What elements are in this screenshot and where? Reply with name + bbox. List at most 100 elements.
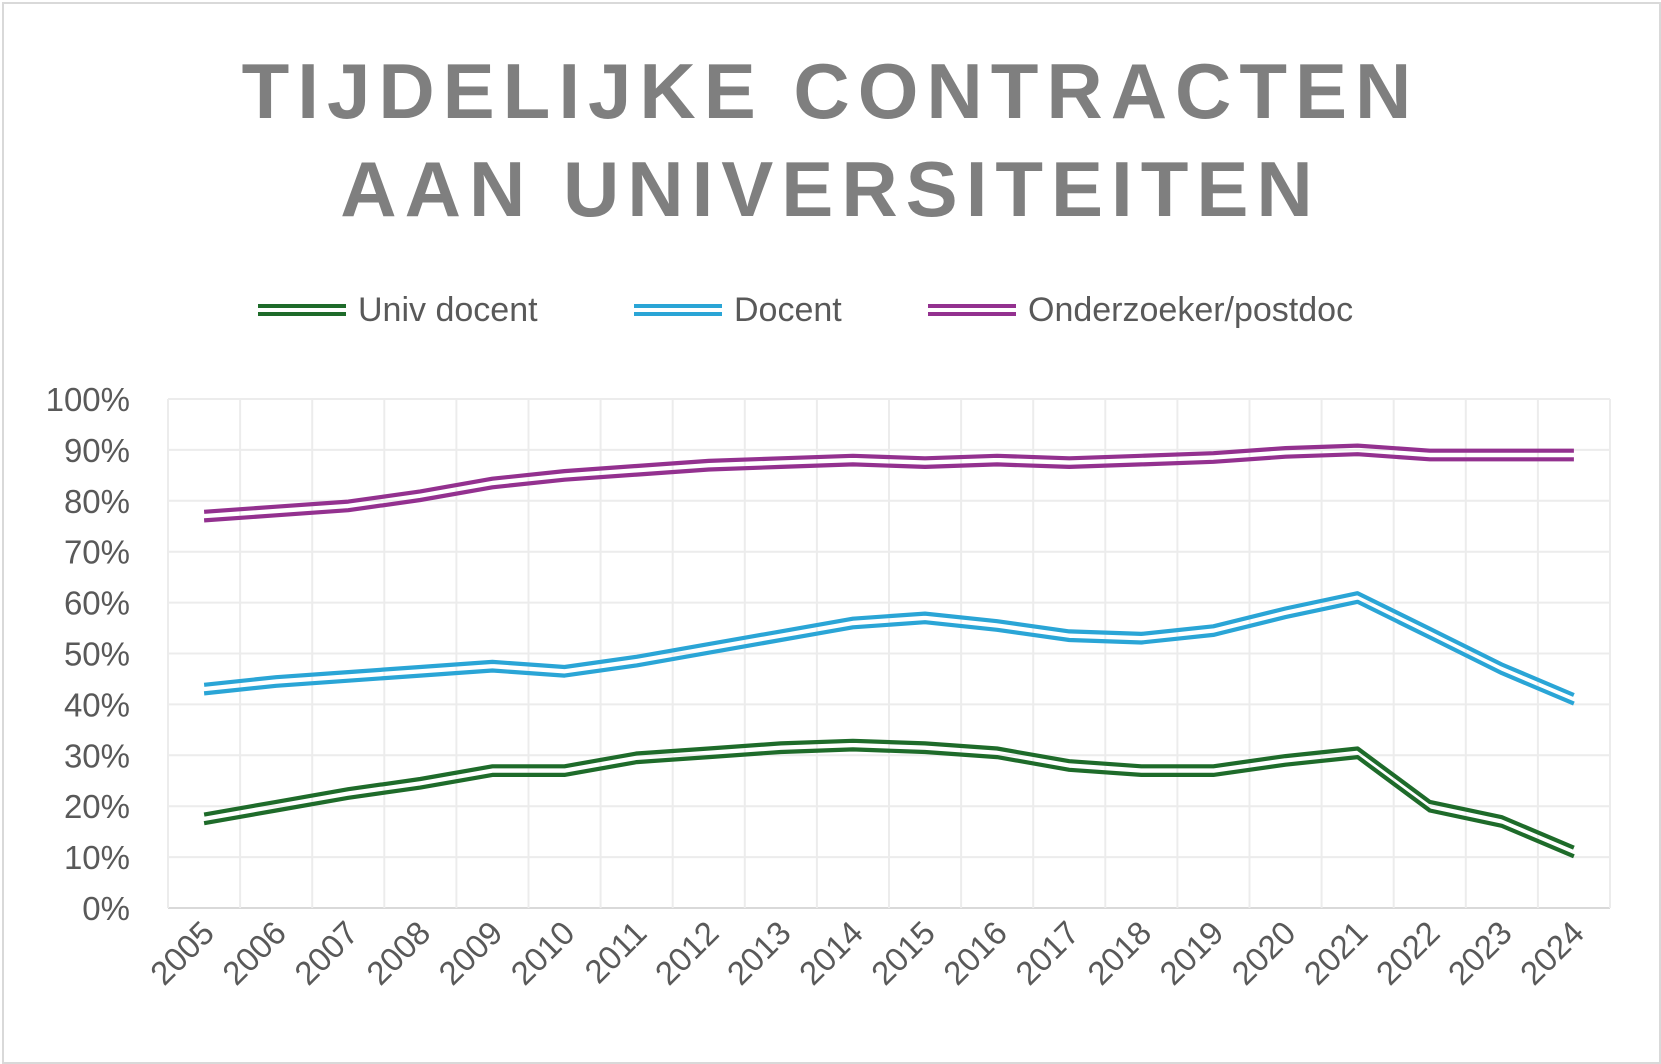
data-point-docent-2012 — [704, 643, 714, 653]
data-point-docent-2016 — [992, 621, 1002, 631]
data-point-docent-2014 — [848, 618, 858, 628]
y-tick-label: 100% — [46, 381, 130, 418]
data-point-docent-2023 — [1497, 664, 1507, 674]
data-point-univ-docent-2009 — [487, 766, 497, 776]
data-point-onderzoeker-postdoc-2009 — [487, 478, 497, 488]
series-line-docent-lower — [203, 599, 1575, 706]
x-tick-label: 2020 — [1224, 914, 1302, 992]
gridlines — [167, 398, 1611, 909]
data-point-docent-2015 — [920, 613, 930, 623]
x-tick-label: 2024 — [1513, 914, 1591, 992]
data-point-onderzoeker-postdoc-2006 — [271, 506, 281, 516]
data-point-docent-2024 — [1569, 694, 1579, 704]
x-tick-label: 2010 — [503, 914, 581, 992]
data-point-docent-2018 — [1136, 633, 1146, 643]
chart-title: TIJDELIJKE CONTRACTEN AAN UNIVERSITEITEN — [0, 42, 1661, 238]
data-point-univ-docent-2016 — [992, 748, 1002, 758]
data-point-docent-2019 — [1208, 626, 1218, 636]
data-point-onderzoeker-postdoc-2019 — [1208, 453, 1218, 463]
x-tick-label: 2017 — [1008, 914, 1086, 992]
legend-label-onderzoeker-postdoc: Onderzoeker/postdoc — [1028, 290, 1354, 329]
data-point-onderzoeker-postdoc-2005 — [199, 511, 209, 521]
data-point-onderzoeker-postdoc-2018 — [1136, 455, 1146, 465]
y-tick-label: 40% — [64, 686, 130, 723]
data-point-docent-2011 — [632, 656, 642, 666]
data-point-onderzoeker-postdoc-2016 — [992, 455, 1002, 465]
data-point-docent-2022 — [1425, 628, 1435, 638]
data-point-docent-2020 — [1281, 608, 1291, 618]
data-point-univ-docent-2014 — [848, 740, 858, 750]
x-tick-label: 2016 — [936, 914, 1014, 992]
y-tick-label: 0% — [82, 890, 130, 927]
series-line-univ-docent-upper — [203, 738, 1575, 850]
data-point-docent-2010 — [560, 666, 570, 676]
data-point-onderzoeker-postdoc-2012 — [704, 460, 714, 470]
series-line-univ-docent-lower — [203, 747, 1575, 859]
data-point-docent-2005 — [199, 684, 209, 694]
x-tick-label: 2008 — [359, 914, 437, 992]
series-docent — [199, 591, 1579, 706]
data-point-univ-docent-2006 — [271, 801, 281, 811]
data-point-univ-docent-2024 — [1569, 847, 1579, 857]
x-tick-label: 2023 — [1441, 914, 1519, 992]
legend-item-onderzoeker-postdoc: Onderzoeker/postdoc — [928, 285, 1353, 335]
y-tick-label: 30% — [64, 737, 130, 774]
data-point-univ-docent-2007 — [343, 788, 353, 798]
data-point-onderzoeker-postdoc-2013 — [776, 458, 786, 468]
series-line-docent-upper — [203, 591, 1575, 697]
y-tick-label: 50% — [64, 636, 130, 673]
x-tick-label: 2011 — [577, 914, 653, 990]
x-axis-ticks: 2005200620072008200920102011201220132014… — [143, 914, 1591, 992]
data-point-univ-docent-2008 — [415, 778, 425, 788]
y-tick-label: 10% — [64, 839, 130, 876]
x-tick-label: 2019 — [1152, 914, 1230, 992]
data-point-onderzoeker-postdoc-2022 — [1425, 450, 1435, 460]
chart-title-line-2: AAN UNIVERSITEITEN — [340, 145, 1321, 233]
data-point-onderzoeker-postdoc-2015 — [920, 458, 930, 468]
data-point-univ-docent-2013 — [776, 743, 786, 753]
data-point-univ-docent-2005 — [199, 814, 209, 824]
series-line-onderzoeker-postdoc-upper — [203, 443, 1574, 514]
x-tick-label: 2021 — [1297, 914, 1375, 992]
legend-label-docent: Docent — [734, 290, 842, 329]
data-point-docent-2008 — [415, 666, 425, 676]
legend-swatch-onderzoeker-postdoc — [928, 301, 1016, 319]
data-point-docent-2017 — [1064, 631, 1074, 641]
x-tick-label: 2007 — [287, 914, 365, 992]
data-point-onderzoeker-postdoc-2007 — [343, 501, 353, 511]
legend-swatch-docent — [634, 301, 722, 319]
data-point-onderzoeker-postdoc-2020 — [1281, 447, 1291, 457]
y-tick-label: 20% — [64, 788, 130, 825]
data-point-onderzoeker-postdoc-2017 — [1064, 458, 1074, 468]
data-point-onderzoeker-postdoc-2010 — [560, 470, 570, 480]
y-tick-label: 90% — [64, 432, 130, 469]
data-point-univ-docent-2020 — [1281, 755, 1291, 765]
data-point-univ-docent-2022 — [1425, 801, 1435, 811]
series-onderzoeker-postdoc — [199, 443, 1579, 523]
data-point-onderzoeker-postdoc-2014 — [848, 455, 858, 465]
data-point-univ-docent-2010 — [560, 766, 570, 776]
x-tick-label: 2022 — [1369, 914, 1447, 992]
x-tick-label: 2013 — [720, 914, 798, 992]
data-point-univ-docent-2012 — [704, 748, 714, 758]
x-tick-label: 2015 — [864, 914, 942, 992]
data-point-univ-docent-2019 — [1208, 766, 1218, 776]
series-lines — [199, 443, 1579, 859]
data-point-onderzoeker-postdoc-2011 — [632, 465, 642, 475]
data-point-onderzoeker-postdoc-2024 — [1569, 450, 1579, 460]
series-line-onderzoeker-postdoc-lower — [203, 452, 1574, 523]
chart-title-line-1: TIJDELIJKE CONTRACTEN — [241, 47, 1420, 135]
x-tick-label: 2014 — [792, 914, 870, 992]
x-tick-label: 2006 — [215, 914, 293, 992]
data-point-docent-2009 — [487, 661, 497, 671]
x-tick-label: 2018 — [1080, 914, 1158, 992]
legend-label-univ-docent: Univ docent — [358, 290, 538, 329]
data-point-onderzoeker-postdoc-2023 — [1497, 450, 1507, 460]
y-tick-label: 60% — [64, 585, 130, 622]
x-tick-label: 2005 — [143, 914, 221, 992]
data-point-univ-docent-2018 — [1136, 766, 1146, 776]
y-tick-label: 80% — [64, 483, 130, 520]
data-point-univ-docent-2017 — [1064, 760, 1074, 770]
